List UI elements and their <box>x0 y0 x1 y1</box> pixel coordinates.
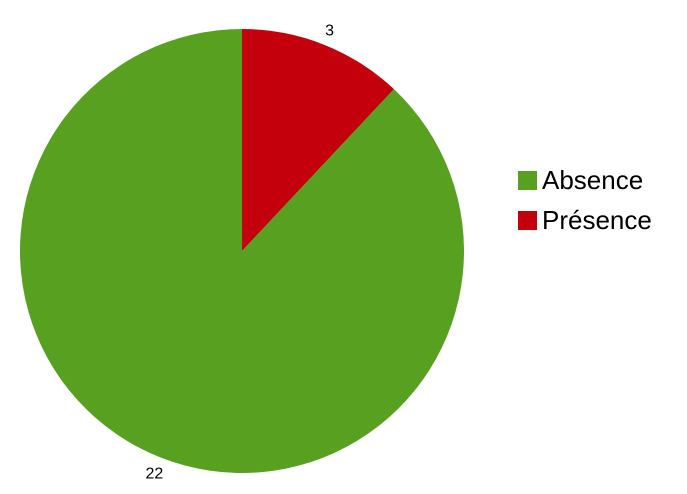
legend-swatch-absence <box>518 170 537 190</box>
pie-slice-presence <box>242 29 394 251</box>
data-label-presence: 3 <box>325 23 334 40</box>
legend-swatch-presence <box>518 210 537 230</box>
legend-item-absence: Absence <box>518 160 652 200</box>
legend-label-absence: Absence <box>542 165 644 195</box>
legend-label-presence: Présence <box>542 205 652 235</box>
pie-data-labels: 3 22 <box>146 23 335 483</box>
data-label-absence: 22 <box>146 465 164 482</box>
pie-slices <box>19 29 464 474</box>
chart-legend: Absence Présence <box>518 160 652 240</box>
legend-item-presence: Présence <box>518 200 652 240</box>
pie-slice-absence <box>19 29 464 474</box>
